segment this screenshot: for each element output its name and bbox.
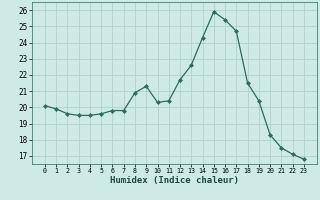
X-axis label: Humidex (Indice chaleur): Humidex (Indice chaleur) <box>110 176 239 185</box>
